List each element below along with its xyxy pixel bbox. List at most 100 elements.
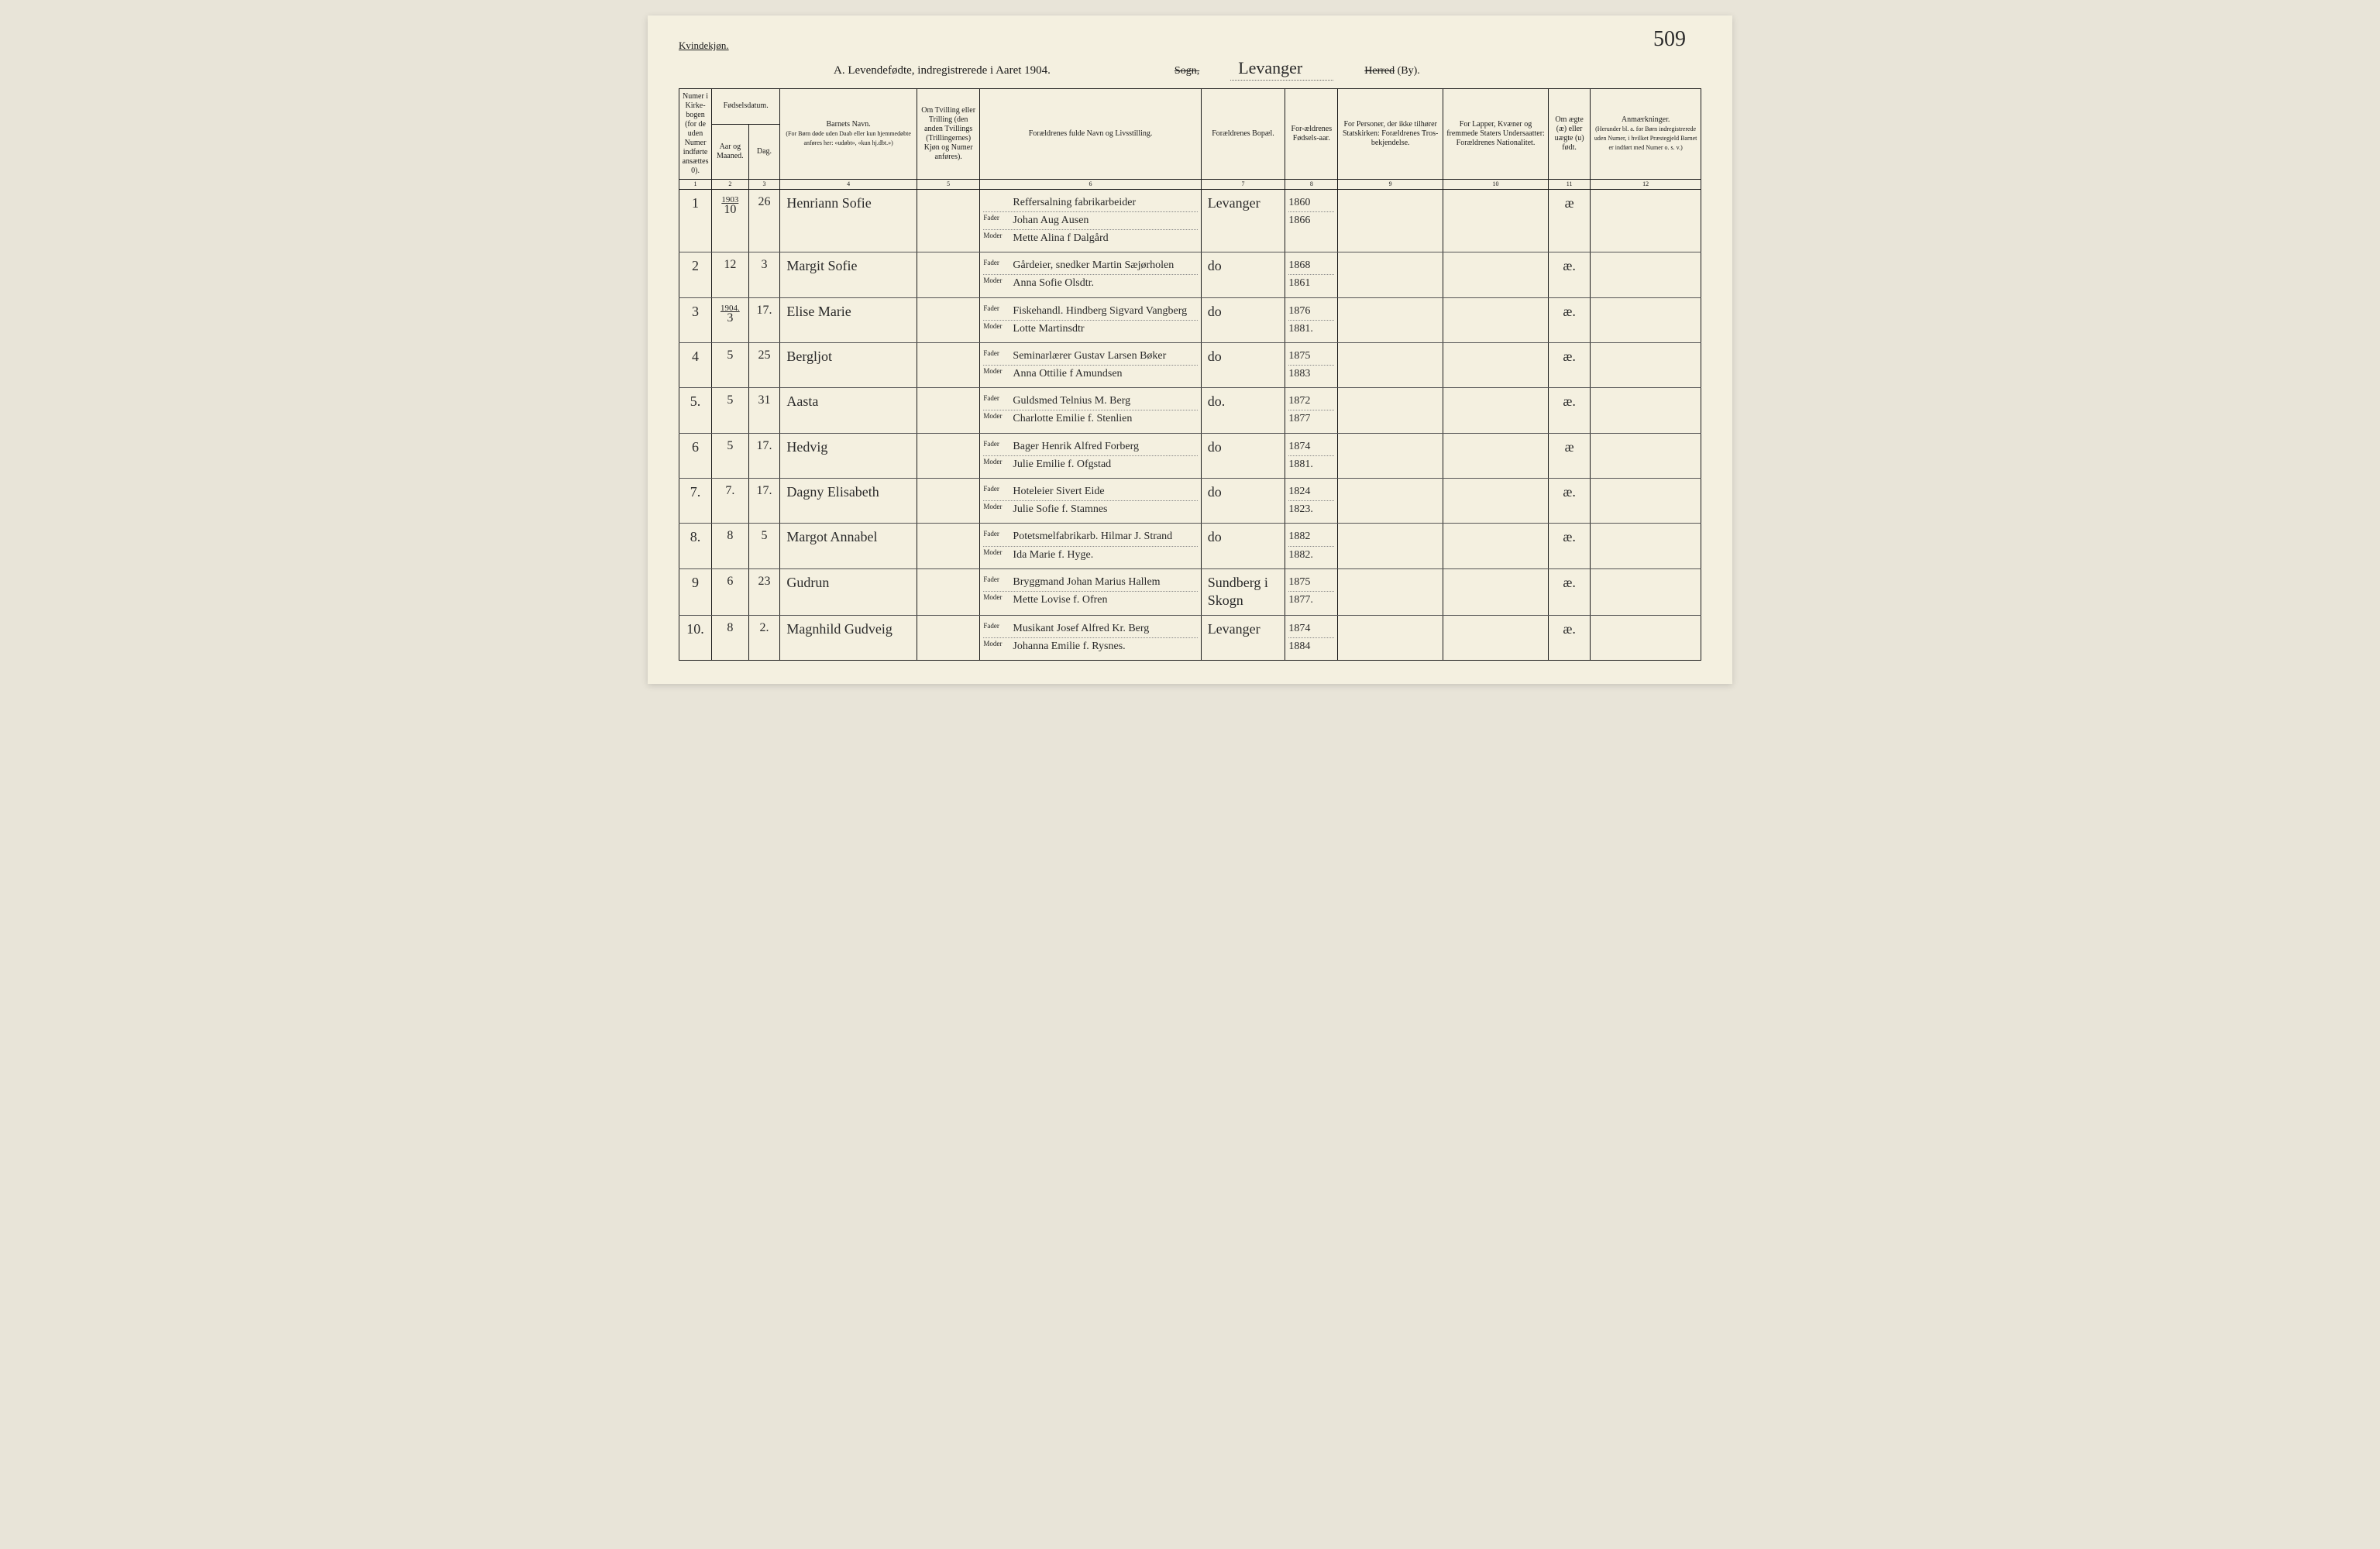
legitimacy: æ. — [1548, 297, 1590, 342]
child-name: Margot Annabel — [780, 524, 917, 568]
birth-month: 8 — [712, 615, 749, 660]
remarks — [1591, 189, 1701, 252]
parents-cell: FaderGuldsmed Telnius M. Berg ModerCharl… — [980, 388, 1201, 433]
nationality — [1443, 252, 1549, 297]
page-number: 509 — [1653, 27, 1686, 52]
residence: do — [1201, 433, 1285, 478]
parents-cell: FaderBager Henrik Alfred Forberg ModerJu… — [980, 433, 1201, 478]
parents-cell: FaderMusikant Josef Alfred Kr. Berg Mode… — [980, 615, 1201, 660]
residence: do — [1201, 252, 1285, 297]
nationality — [1443, 479, 1549, 524]
parent-years: 1874 1881. — [1285, 433, 1338, 478]
parents-cell: FaderGårdeier, snedker Martin Sæjørholen… — [980, 252, 1201, 297]
child-name: Henriann Sofie — [780, 189, 917, 252]
birth-month: 1904.3 — [712, 297, 749, 342]
header-col2-group: Fødselsdatum. — [712, 89, 780, 125]
birth-month: 5 — [712, 433, 749, 478]
row-number: 10. — [679, 615, 712, 660]
birth-month: 7. — [712, 479, 749, 524]
religion — [1338, 388, 1443, 433]
father-name: Guldsmed Telnius M. Berg — [1013, 394, 1130, 408]
legitimacy: æ. — [1548, 252, 1590, 297]
mother-name: Mette Alina f Dalgård — [1013, 232, 1108, 246]
legitimacy: æ. — [1548, 568, 1590, 615]
birth-month: 5 — [712, 388, 749, 433]
header-col10: For Lapper, Kvæner og fremmede Staters U… — [1443, 89, 1549, 180]
twin-info — [917, 189, 979, 252]
father-name: Bager Henrik Alfred Forberg — [1013, 440, 1139, 454]
column-number-row: 1 2 3 4 5 6 7 8 9 10 11 12 — [679, 180, 1701, 190]
religion — [1338, 615, 1443, 660]
twin-info — [917, 342, 979, 387]
table-row: 4 5 25 Bergljot FaderSeminarlærer Gustav… — [679, 342, 1701, 387]
nationality — [1443, 615, 1549, 660]
parents-cell: FaderFiskehandl. Hindberg Sigvard Vangbe… — [980, 297, 1201, 342]
parent-years: 1875 1883 — [1285, 342, 1338, 387]
table-row: 9 6 23 Gudrun FaderBryggmand Johan Mariu… — [679, 568, 1701, 615]
main-title: A. Levendefødte, indregistrerede i Aaret… — [834, 64, 1051, 77]
mother-name: Julie Emilie f. Ofgstad — [1013, 458, 1111, 472]
table-row: 1 190310 26 Henriann Sofie Reffersalning… — [679, 189, 1701, 252]
header-col4: Barnets Navn. (For Børn døde uden Daab e… — [780, 89, 917, 180]
mother-name: Julie Sofie f. Stamnes — [1013, 503, 1107, 517]
father-name: Hoteleier Sivert Eide — [1013, 485, 1104, 499]
mother-name: Lotte Martinsdtr — [1013, 322, 1084, 336]
child-name: Margit Sofie — [780, 252, 917, 297]
father-name: Johan Aug Ausen — [1013, 214, 1089, 228]
parent-years: 1875 1877. — [1285, 568, 1338, 615]
child-name: Dagny Elisabeth — [780, 479, 917, 524]
table-row: 7. 7. 17. Dagny Elisabeth FaderHoteleier… — [679, 479, 1701, 524]
remarks — [1591, 252, 1701, 297]
birth-day: 17. — [748, 433, 780, 478]
residence: do — [1201, 524, 1285, 568]
religion — [1338, 524, 1443, 568]
nationality — [1443, 524, 1549, 568]
mother-name: Anna Sofie Olsdtr. — [1013, 276, 1094, 290]
mother-name: Mette Lovise f. Ofren — [1013, 593, 1107, 607]
row-number: 4 — [679, 342, 712, 387]
nationality — [1443, 568, 1549, 615]
birth-day: 25 — [748, 342, 780, 387]
birth-month: 12 — [712, 252, 749, 297]
legitimacy: æ. — [1548, 342, 1590, 387]
header-col12: Anmærkninger. (Herunder bl. a. for Børn … — [1591, 89, 1701, 180]
remarks — [1591, 433, 1701, 478]
table-row: 10. 8 2. Magnhild Gudveig FaderMusikant … — [679, 615, 1701, 660]
birth-day: 5 — [748, 524, 780, 568]
residence: do — [1201, 342, 1285, 387]
legitimacy: æ — [1548, 433, 1590, 478]
table-row: 6 5 17. Hedvig FaderBager Henrik Alfred … — [679, 433, 1701, 478]
row-number: 7. — [679, 479, 712, 524]
register-table: Numer i Kirke-bogen (for de uden Numer i… — [679, 88, 1701, 661]
row-number: 1 — [679, 189, 712, 252]
religion — [1338, 568, 1443, 615]
header-section: Kvindekjøn. A. Levendefødte, indregistre… — [679, 39, 1701, 81]
birth-day: 23 — [748, 568, 780, 615]
religion — [1338, 297, 1443, 342]
row-number: 8. — [679, 524, 712, 568]
remarks — [1591, 524, 1701, 568]
header-col11: Om ægte (æ) eller uægte (u) født. — [1548, 89, 1590, 180]
religion — [1338, 342, 1443, 387]
father-name: Seminarlærer Gustav Larsen Bøker — [1013, 349, 1166, 363]
parents-cell: FaderPotetsmelfabrikarb. Hilmar J. Stran… — [980, 524, 1201, 568]
twin-info — [917, 479, 979, 524]
header-col8: For-ældrenes Fødsels-aar. — [1285, 89, 1338, 180]
child-name: Gudrun — [780, 568, 917, 615]
table-row: 8. 8 5 Margot Annabel FaderPotetsmelfabr… — [679, 524, 1701, 568]
birth-day: 26 — [748, 189, 780, 252]
mother-name: Johanna Emilie f. Rysnes. — [1013, 640, 1125, 654]
remarks — [1591, 388, 1701, 433]
twin-info — [917, 297, 979, 342]
row-number: 3 — [679, 297, 712, 342]
residence: Levanger — [1201, 189, 1285, 252]
parents-cell: FaderBryggmand Johan Marius Hallem Moder… — [980, 568, 1201, 615]
birth-day: 3 — [748, 252, 780, 297]
father-name: Musikant Josef Alfred Kr. Berg — [1013, 622, 1149, 636]
birth-month: 6 — [712, 568, 749, 615]
mother-name: Ida Marie f. Hyge. — [1013, 548, 1093, 562]
remarks — [1591, 615, 1701, 660]
twin-info — [917, 252, 979, 297]
twin-info — [917, 388, 979, 433]
legitimacy: æ. — [1548, 524, 1590, 568]
